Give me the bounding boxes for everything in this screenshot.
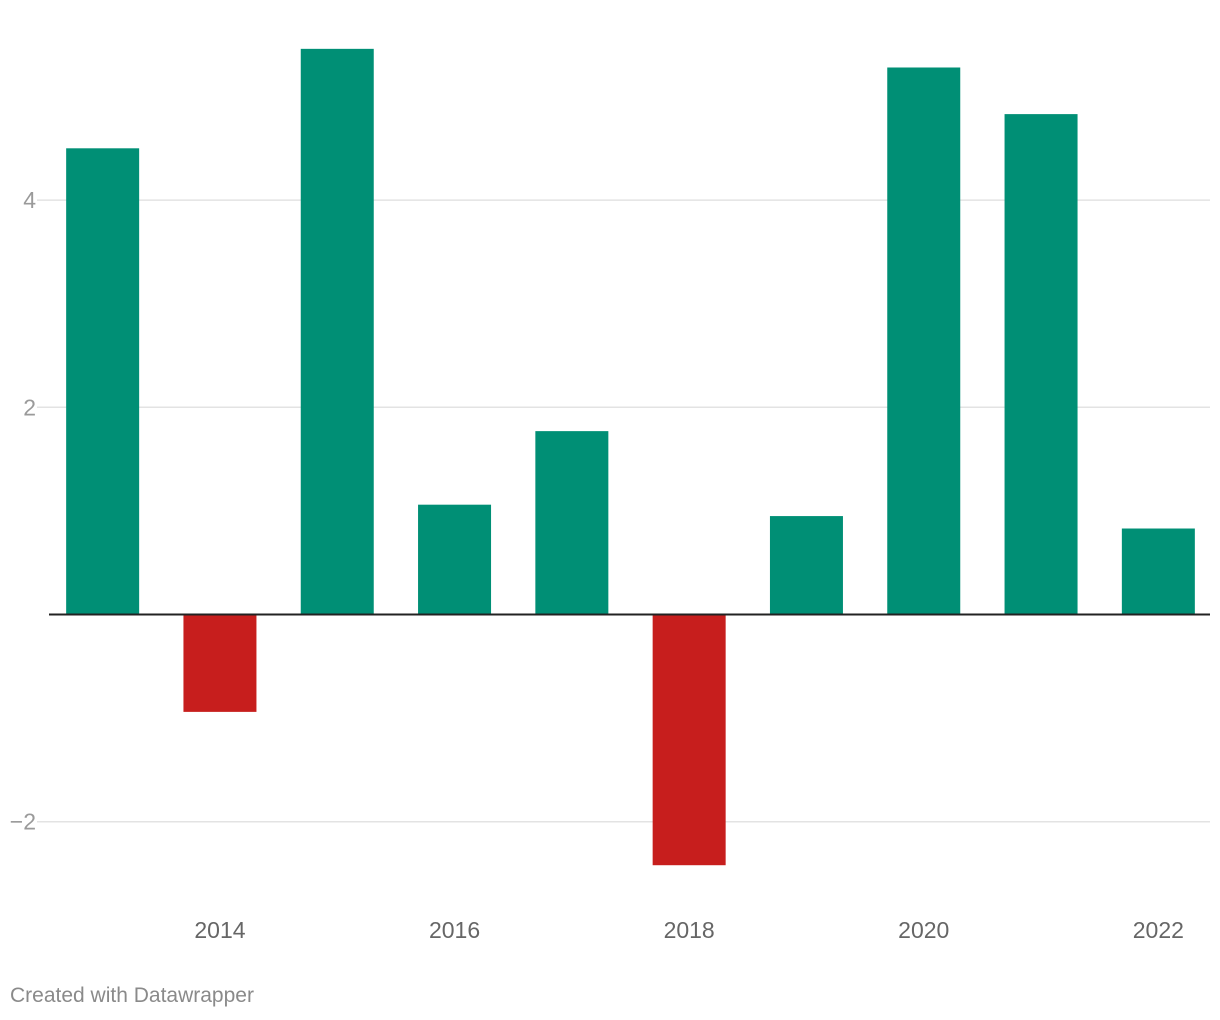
bar-2016 xyxy=(418,504,492,615)
bar-2013 xyxy=(66,148,140,615)
datawrapper-credit: Created with Datawrapper xyxy=(10,984,254,1007)
bar-2021 xyxy=(1004,114,1078,615)
x-axis-ticks: 2014 2016 2018 2020 2022 xyxy=(194,917,1184,943)
bar-2022 xyxy=(1121,528,1195,615)
bar-2018 xyxy=(652,614,726,866)
x-tick-label: 2020 xyxy=(898,917,949,943)
x-tick-label: 2016 xyxy=(429,917,480,943)
y-tick-label: 2 xyxy=(23,394,36,420)
x-tick-label: 2014 xyxy=(194,917,245,943)
bar-2014 xyxy=(183,614,257,712)
x-tick-label: 2018 xyxy=(664,917,715,943)
x-tick-label: 2022 xyxy=(1133,917,1184,943)
bar-2019 xyxy=(769,516,843,615)
bar-2017 xyxy=(535,431,609,615)
bar-2020 xyxy=(887,67,961,615)
y-tick-label: 4 xyxy=(23,187,36,213)
y-axis-ticks: 4 2 −2 xyxy=(10,187,36,835)
bar-chart: 4 2 −2 2014 2016 2018 2020 2022 xyxy=(10,48,1210,943)
bars xyxy=(66,48,1195,866)
bar-2015 xyxy=(300,48,374,615)
y-tick-label: −2 xyxy=(10,809,36,835)
